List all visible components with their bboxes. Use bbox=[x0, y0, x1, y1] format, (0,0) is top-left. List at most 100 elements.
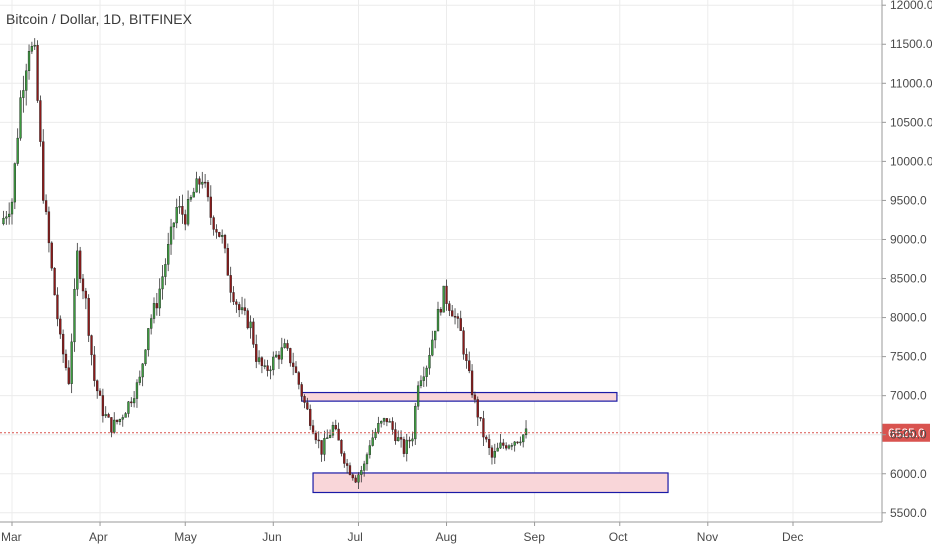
candle-body-up bbox=[431, 339, 434, 356]
x-tick-label: Oct bbox=[609, 530, 628, 544]
candle-body-up bbox=[175, 207, 178, 224]
candle-body-down bbox=[209, 196, 212, 218]
zones bbox=[301, 391, 669, 494]
candle-body-down bbox=[470, 370, 474, 396]
x-tick-label: Sep bbox=[524, 530, 546, 544]
candle-body-up bbox=[496, 447, 499, 452]
price-line-layer: 6525.0 bbox=[0, 423, 930, 442]
candle-body-up bbox=[519, 441, 522, 444]
candle-body-down bbox=[502, 442, 505, 446]
x-tick-label: Aug bbox=[436, 530, 457, 544]
candle-body-up bbox=[397, 437, 400, 442]
candle-body-up bbox=[368, 445, 371, 455]
candle-body-up bbox=[127, 401, 130, 414]
candle-body-up bbox=[5, 216, 8, 219]
candle-body-up bbox=[388, 421, 391, 423]
candle-body-down bbox=[482, 418, 485, 438]
candle-body-up bbox=[365, 454, 369, 465]
x-tick-label: Mar bbox=[1, 530, 22, 544]
candle-body-down bbox=[320, 440, 323, 455]
candle-body-down bbox=[181, 206, 184, 215]
candle-body-up bbox=[493, 450, 496, 458]
candle-body-up bbox=[513, 441, 516, 446]
candle-body-down bbox=[516, 441, 519, 444]
candle-body-down bbox=[354, 477, 357, 483]
candle-body-up bbox=[363, 463, 366, 471]
candle-body-up bbox=[436, 308, 440, 332]
y-tick-label: 5500.0 bbox=[890, 506, 927, 520]
candle-body-up bbox=[425, 367, 428, 377]
candle-body-up bbox=[274, 354, 278, 358]
candle-body-up bbox=[70, 341, 73, 384]
candle-body-down bbox=[306, 402, 309, 410]
candle-body-down bbox=[218, 232, 221, 237]
candle-body-down bbox=[215, 229, 218, 233]
candle-body-down bbox=[101, 395, 105, 417]
candle-body-up bbox=[113, 419, 116, 433]
candle-body-up bbox=[104, 414, 107, 417]
candle-body-down bbox=[59, 318, 62, 335]
candle-body-up bbox=[2, 217, 5, 225]
candle-body-down bbox=[238, 304, 241, 311]
candle-body-down bbox=[340, 440, 343, 454]
candle-body-up bbox=[152, 303, 156, 319]
y-tick-label: 6000.0 bbox=[890, 467, 927, 481]
candle-body-up bbox=[419, 380, 423, 386]
x-tick-label: Jul bbox=[347, 530, 362, 544]
candle-body-down bbox=[53, 267, 56, 296]
candle-body-up bbox=[414, 405, 417, 440]
candle-body-up bbox=[132, 398, 136, 404]
candle-body-up bbox=[257, 357, 261, 362]
y-tick-label: 9000.0 bbox=[890, 232, 927, 246]
candle-body-down bbox=[184, 214, 187, 225]
candle-body-down bbox=[462, 330, 465, 355]
candle-body-up bbox=[124, 413, 127, 418]
candle-body-up bbox=[416, 385, 420, 407]
candle-body-up bbox=[164, 264, 167, 277]
candle-body-down bbox=[206, 182, 210, 198]
x-tick-label: Dec bbox=[782, 530, 803, 544]
candle-body-up bbox=[522, 434, 525, 443]
candle-body-up bbox=[195, 178, 198, 193]
candle-body-down bbox=[107, 414, 110, 418]
candle-body-down bbox=[297, 372, 300, 385]
y-tick-label: 12000.0 bbox=[890, 0, 932, 12]
candle-body-up bbox=[16, 137, 19, 164]
candle-body-up bbox=[161, 276, 164, 290]
candle-body-up bbox=[328, 434, 332, 438]
candle-body-up bbox=[201, 181, 204, 185]
y-tick-label: 8500.0 bbox=[890, 272, 927, 286]
candle-body-up bbox=[249, 321, 252, 329]
candle-body-up bbox=[331, 425, 335, 436]
candle-body-down bbox=[47, 211, 51, 244]
candle-body-up bbox=[13, 163, 16, 203]
candle-body-up bbox=[422, 376, 425, 381]
candle-body-up bbox=[8, 213, 11, 218]
candle-body-down bbox=[473, 394, 477, 400]
candle-body-down bbox=[36, 44, 39, 101]
candle-body-up bbox=[172, 222, 176, 228]
candle-body-up bbox=[121, 417, 124, 420]
candle-body-up bbox=[374, 431, 377, 439]
candle-body-up bbox=[158, 288, 161, 309]
candle-body-down bbox=[337, 428, 340, 441]
candle-body-down bbox=[246, 310, 249, 329]
candle-body-down bbox=[505, 445, 508, 449]
candle-body-up bbox=[22, 90, 25, 98]
candle-body-down bbox=[98, 390, 102, 396]
candle-body-down bbox=[42, 141, 45, 201]
candle-body-down bbox=[232, 292, 235, 302]
candle-body-up bbox=[382, 418, 386, 422]
candle-body-down bbox=[311, 425, 315, 434]
candle-body-up bbox=[283, 343, 286, 348]
candle-body-up bbox=[326, 437, 329, 439]
current-price-label: 6525.0 bbox=[888, 426, 925, 440]
x-tick-label: Nov bbox=[697, 530, 718, 544]
candle-body-down bbox=[50, 242, 53, 269]
candle-body-up bbox=[405, 439, 408, 454]
candle-body-down bbox=[445, 285, 448, 304]
zone-rectangle bbox=[312, 472, 669, 494]
